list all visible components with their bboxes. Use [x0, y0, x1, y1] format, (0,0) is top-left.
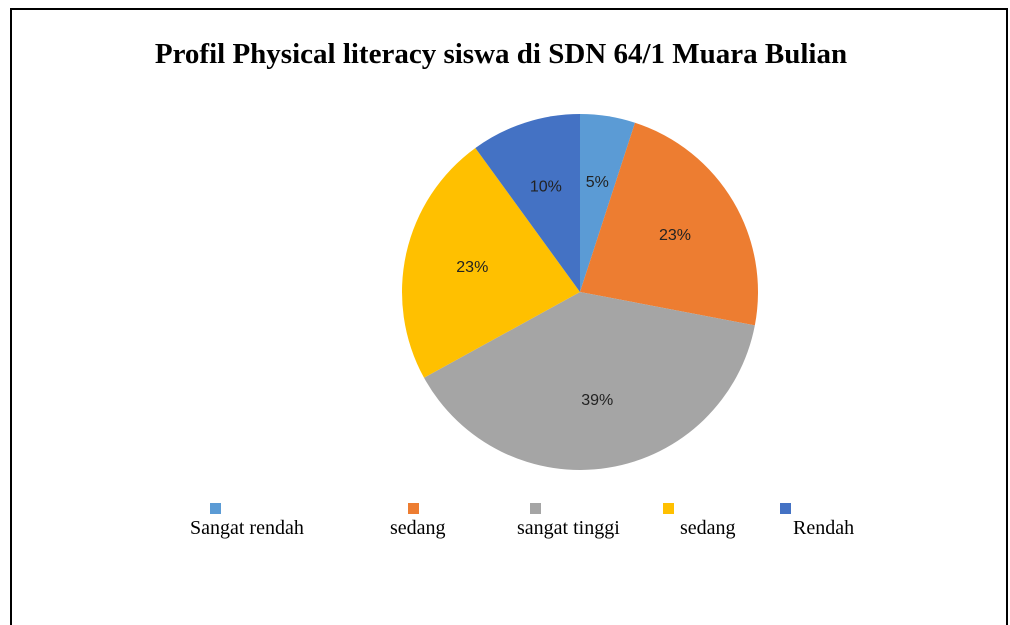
legend-swatch [408, 503, 419, 514]
legend-swatch [780, 503, 791, 514]
legend-swatch [210, 503, 221, 514]
chart-title: Profil Physical literacy siswa di SDN 64… [155, 38, 847, 70]
pie-slice [424, 292, 755, 470]
pie-slice [580, 114, 636, 292]
data-label: 23% [659, 227, 691, 244]
legend-label: sedang [390, 517, 446, 539]
legend-label: sangat tinggi [517, 517, 620, 539]
data-label: 5% [586, 174, 609, 191]
legend-swatch [530, 503, 541, 514]
pie-slice [475, 114, 580, 292]
data-label: 10% [530, 178, 562, 195]
legend-label: Sangat rendah [190, 517, 304, 539]
pie-slice [580, 122, 758, 326]
data-label: 39% [581, 392, 613, 409]
pie-slice [402, 147, 580, 378]
data-label: 23% [456, 259, 488, 276]
legend-label: sedang [680, 517, 736, 539]
legend-swatch [663, 503, 674, 514]
legend-label: Rendah [793, 517, 854, 539]
